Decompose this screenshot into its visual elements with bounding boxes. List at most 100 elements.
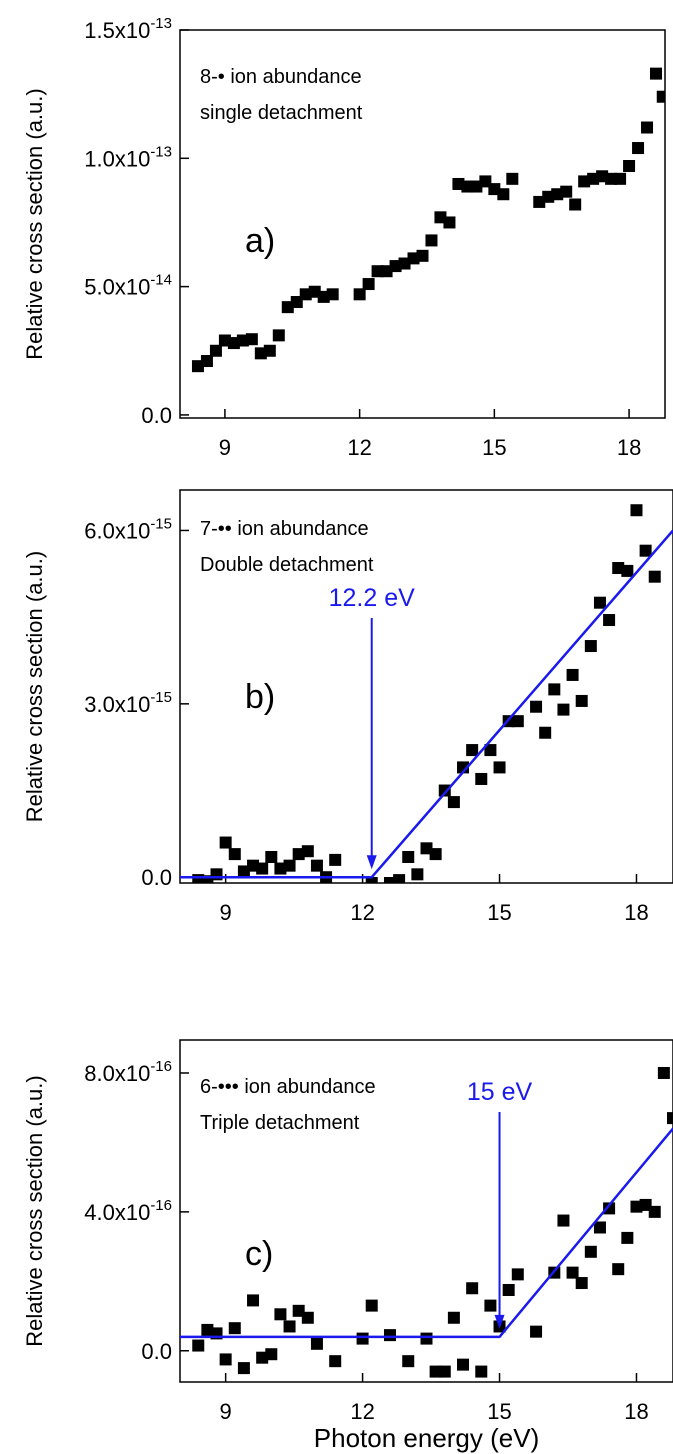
data-point [575,1277,588,1290]
annotation-label: 15 eV [467,1078,533,1106]
panel-label: a) [245,222,275,260]
data-point [283,859,296,872]
data-point [353,288,366,301]
data-point [425,234,438,247]
data-point [411,868,424,881]
data-point [650,67,663,80]
data-point [475,772,488,785]
data-point [237,865,250,878]
data-point [648,570,661,583]
data-point [584,1245,597,1258]
x-tick-label: 9 [219,435,231,460]
x-tick-label: 18 [617,435,641,460]
data-point [228,848,241,861]
panel-note: Double detachment [200,554,374,576]
y-tick-label: 6.0x10-15 [84,515,172,543]
data-point [656,90,665,103]
data-point [209,344,222,357]
data-point [228,1322,241,1335]
y-tick-label: 0.0 [141,403,172,428]
panel-note: 8-• ion abundance [200,66,362,88]
data-point [283,1320,296,1333]
data-point [530,1325,543,1338]
data-point [356,1332,369,1345]
data-point [457,1358,470,1371]
x-tick-label: 9 [220,900,232,925]
y-tick-label: 5.0x10-14 [84,272,172,300]
data-point [539,726,552,739]
data-point [466,1282,479,1295]
data-point [416,249,429,262]
data-point [557,1214,570,1227]
data-point [200,355,213,368]
data-point [393,874,406,883]
data-point [274,1308,287,1321]
fit-line [180,1127,673,1339]
y-axis-label: Relative cross section (a.u.) [22,1075,47,1346]
data-point [475,1365,488,1378]
data-point [560,185,573,198]
x-tick-label: 12 [350,1399,374,1424]
plot-frame [179,1039,673,1383]
data-point [639,544,652,557]
data-point [584,640,597,653]
x-tick-label: 15 [487,900,511,925]
data-point [641,121,654,134]
data-point [201,1323,214,1336]
x-tick-label: 12 [350,900,374,925]
data-point [484,744,497,757]
data-point [648,1205,661,1218]
plot-frame [179,29,666,419]
data-point [639,1198,652,1211]
data-point [292,848,305,861]
data-point [256,1351,269,1364]
data-point [621,1231,634,1244]
data-point [438,784,451,797]
data-point [420,842,433,855]
data-point [245,333,258,346]
data-point [301,845,314,858]
panel-note: single detachment [200,102,363,124]
data-point [272,329,285,342]
y-tick-label: 1.5x10-13 [84,15,172,43]
data-point [484,1299,497,1312]
data-point [566,1266,579,1279]
data-point [466,744,479,757]
data-point [383,877,396,883]
data-point [657,1066,670,1079]
data-point [569,198,582,211]
data-point [614,172,627,185]
fit-line [180,529,673,879]
data-point [429,1365,442,1378]
y-tick-label: 8.0x10-16 [84,1058,172,1086]
data-point [630,504,643,517]
plot-area [180,504,673,883]
data-point [630,1200,643,1213]
data-point [329,853,342,866]
data-point [402,850,415,863]
data-point [443,216,456,229]
data-point [506,172,519,185]
data-point [612,562,625,575]
data-point [566,668,579,681]
arrow-head [494,1314,505,1329]
x-axis-label: Photon energy (eV) [314,1423,539,1453]
data-point [219,1353,232,1366]
data-point [632,142,645,155]
data-point [365,1299,378,1312]
x-tick-label: 15 [487,1399,511,1424]
data-point [192,1339,205,1352]
data-point [237,1362,250,1375]
data-point [247,1294,260,1307]
data-point [310,859,323,872]
panel-label: c) [245,1235,273,1273]
data-point [493,761,506,774]
data-point [438,1365,451,1378]
data-point [593,596,606,609]
y-tick-label: 0.0 [141,865,172,890]
data-point [603,614,616,627]
panel-note: 7-•• ion abundance [200,518,369,540]
y-tick-label: 4.0x10-16 [84,1197,172,1225]
data-point [429,848,442,861]
data-point [192,874,205,883]
